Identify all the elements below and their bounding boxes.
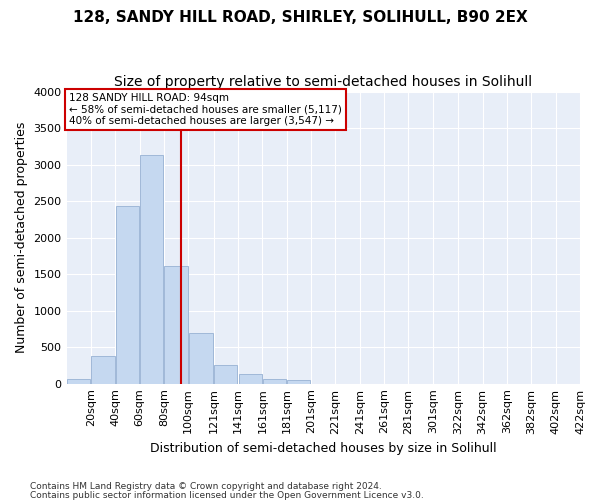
Text: Contains HM Land Registry data © Crown copyright and database right 2024.: Contains HM Land Registry data © Crown c… [30,482,382,491]
Y-axis label: Number of semi-detached properties: Number of semi-detached properties [15,122,28,354]
Bar [263,378,286,384]
Bar [140,155,163,384]
Text: 128 SANDY HILL ROAD: 94sqm
← 58% of semi-detached houses are smaller (5,117)
40%: 128 SANDY HILL ROAD: 94sqm ← 58% of semi… [69,93,342,126]
Title: Size of property relative to semi-detached houses in Solihull: Size of property relative to semi-detach… [114,75,532,89]
Bar [164,266,188,384]
Bar [91,356,115,384]
Text: Contains public sector information licensed under the Open Government Licence v3: Contains public sector information licen… [30,490,424,500]
Text: 128, SANDY HILL ROAD, SHIRLEY, SOLIHULL, B90 2EX: 128, SANDY HILL ROAD, SHIRLEY, SOLIHULL,… [73,10,527,25]
X-axis label: Distribution of semi-detached houses by size in Solihull: Distribution of semi-detached houses by … [150,442,497,455]
Bar [214,364,238,384]
Bar [116,206,139,384]
Bar [67,380,90,384]
Bar [287,380,310,384]
Bar [239,374,262,384]
Bar [189,332,213,384]
